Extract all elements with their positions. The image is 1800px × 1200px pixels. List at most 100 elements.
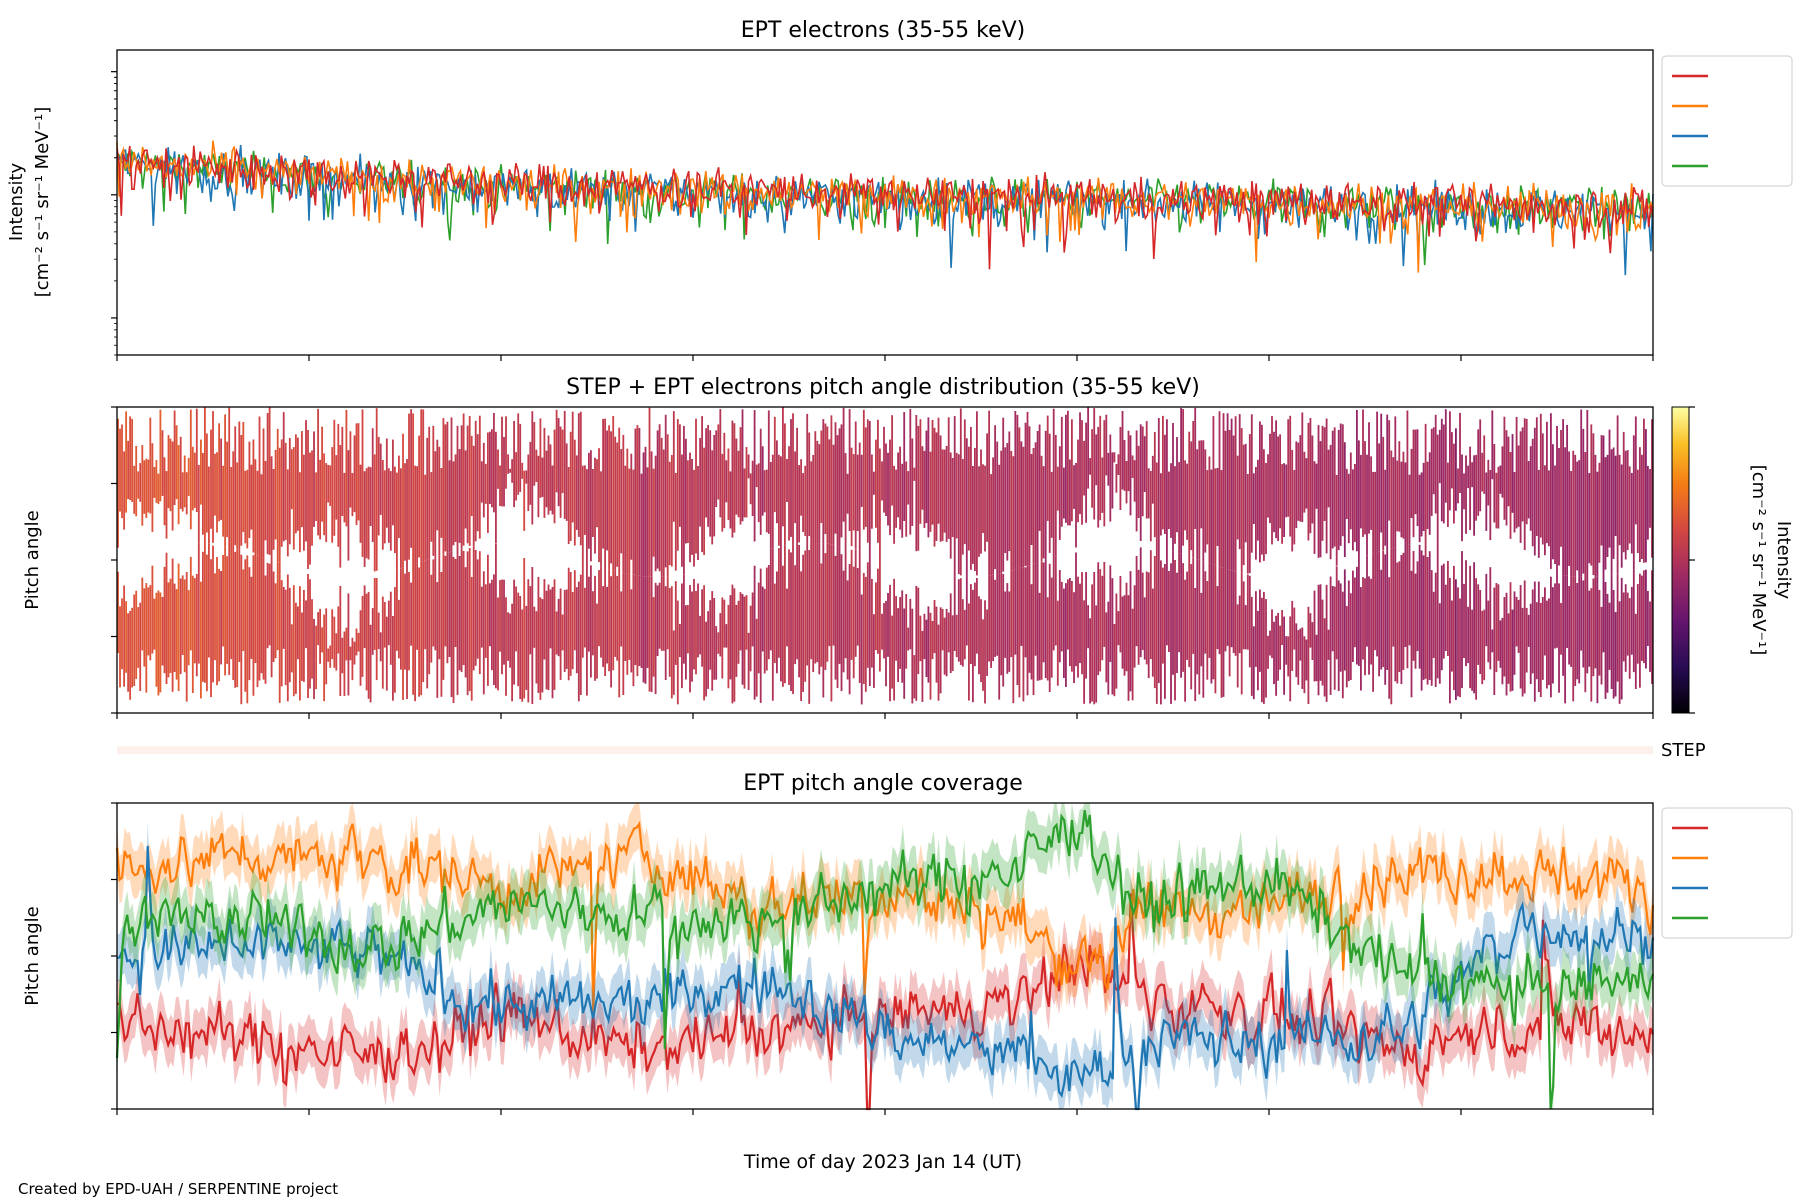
heatmap-cell <box>1596 576 1599 704</box>
heatmap-cell <box>268 407 271 555</box>
heatmap-cell <box>1362 409 1364 537</box>
heatmap-cell <box>357 423 360 521</box>
heatmap-cell <box>790 552 792 691</box>
heatmap-cell <box>935 606 938 683</box>
heatmap-cell <box>840 554 843 692</box>
heatmap-cell <box>331 447 334 543</box>
heatmap-cell <box>767 565 770 660</box>
heatmap-cell <box>1471 609 1474 691</box>
heatmap-cell <box>1582 428 1585 574</box>
heatmap-cell <box>1321 599 1324 686</box>
heatmap-cell <box>503 437 505 507</box>
heatmap-cell <box>1552 587 1554 684</box>
heatmap-cell <box>1319 441 1322 558</box>
heatmap-cell <box>1645 569 1647 669</box>
heatmap-cell <box>1071 581 1073 672</box>
heatmap-cell <box>206 554 208 692</box>
heatmap-cell <box>228 547 231 675</box>
heatmap-cell <box>412 413 415 565</box>
heatmap-cell <box>654 582 657 695</box>
heatmap-cell <box>763 470 766 513</box>
heatmap-cell <box>965 577 968 646</box>
heatmap-cell <box>753 410 756 542</box>
panel1-x-ticks <box>116 355 1654 361</box>
heatmap-cell <box>771 548 774 701</box>
heatmap-cell <box>476 559 479 659</box>
heatmap-cell <box>1436 434 1439 544</box>
series-line-north <box>116 144 1654 276</box>
heatmap-cell <box>1432 427 1435 495</box>
heatmap-cell <box>1151 455 1154 504</box>
heatmap-cell <box>701 589 704 667</box>
heatmap-cell <box>361 595 364 677</box>
heatmap-cell <box>584 587 586 648</box>
heatmap-cell <box>1281 610 1284 645</box>
heatmap-cell <box>735 604 738 677</box>
heatmap-cell <box>1069 578 1071 667</box>
heatmap-cell <box>1598 462 1601 563</box>
heatmap-cell <box>1485 472 1488 531</box>
heatmap-cell <box>466 551 469 696</box>
heatmap-cell <box>624 573 627 661</box>
heatmap-cell <box>1255 467 1257 560</box>
heatmap-cell <box>968 603 970 701</box>
heatmap-cell <box>1349 593 1352 680</box>
heatmap-cell <box>1572 576 1575 702</box>
heatmap-cell <box>731 584 734 704</box>
heatmap-cell <box>864 427 867 527</box>
heatmap-cell <box>555 611 558 655</box>
heatmap-cell <box>897 608 900 682</box>
heatmap-cell <box>1564 447 1567 576</box>
heatmap-cell <box>824 553 827 670</box>
heatmap-cell <box>327 464 330 503</box>
heatmap-cell <box>594 457 596 554</box>
heatmap-cell <box>1523 580 1526 694</box>
heatmap-cell <box>1014 411 1017 570</box>
heatmap-cell <box>899 446 902 530</box>
heatmap-cell <box>1238 595 1241 654</box>
heatmap-cell <box>1566 575 1569 648</box>
heatmap-cell <box>670 455 673 567</box>
heatmap-cell <box>1075 463 1077 548</box>
heatmap-cell <box>1457 468 1459 504</box>
heatmap-cell <box>183 455 186 508</box>
heatmap-cell <box>1568 451 1571 566</box>
heatmap-cell <box>1636 469 1639 553</box>
heatmap-cell <box>868 553 871 686</box>
heatmap-cell <box>604 418 607 568</box>
heatmap-cell <box>751 460 754 516</box>
heatmap-cell <box>1513 591 1516 675</box>
heatmap-cell <box>347 593 350 696</box>
heatmap-cell <box>430 574 433 663</box>
heatmap-cell <box>889 439 891 535</box>
heatmap-cell <box>292 585 295 697</box>
heatmap-cell <box>1164 434 1166 534</box>
heatmap-cell <box>1382 436 1385 551</box>
heatmap-cell <box>1267 635 1269 669</box>
heatmap-cell <box>590 450 592 562</box>
heatmap-cell <box>773 416 776 513</box>
heatmap-cell <box>826 543 829 662</box>
heatmap-cell <box>339 445 342 568</box>
heatmap-cell <box>1392 457 1395 548</box>
heatmap-cell <box>1477 584 1480 665</box>
heatmap-cell <box>1337 580 1340 692</box>
heatmap-cell <box>638 428 641 576</box>
heatmap-cell <box>600 471 602 567</box>
heatmap-cell <box>491 579 493 671</box>
heatmap-cell <box>866 562 869 668</box>
heatmap-cell <box>258 416 261 556</box>
heatmap-cell <box>691 591 693 682</box>
heatmap-cell <box>806 413 809 544</box>
heatmap-cell <box>937 417 940 524</box>
heatmap-cell <box>1643 570 1645 664</box>
panel2-y-axis <box>111 406 117 714</box>
heatmap-cell <box>1040 561 1043 680</box>
heatmap-cell <box>1206 581 1209 680</box>
heatmap-cell <box>1267 454 1269 518</box>
heatmap-cell <box>454 559 457 647</box>
heatmap-cell <box>260 474 263 557</box>
heatmap-cell <box>1311 622 1314 660</box>
heatmap-cell <box>313 431 315 527</box>
heatmap-cell <box>897 452 900 518</box>
